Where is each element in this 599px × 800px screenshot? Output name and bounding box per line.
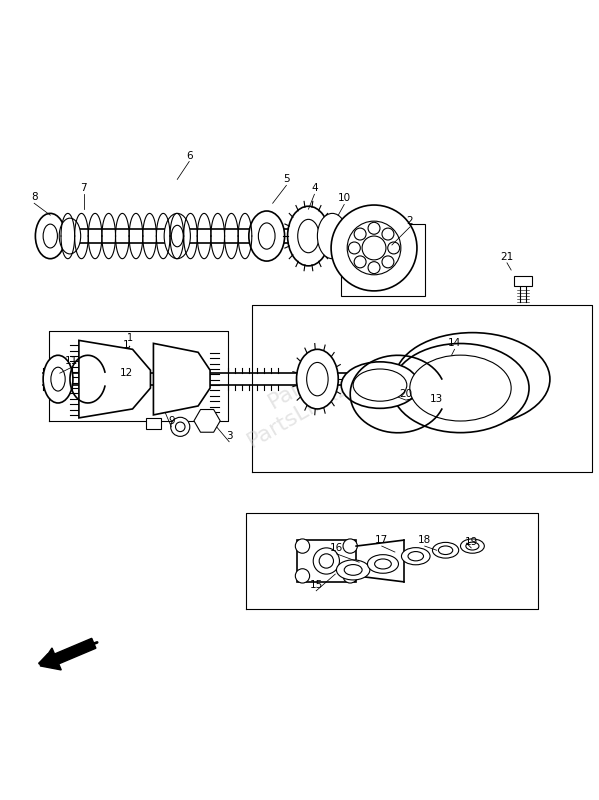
Ellipse shape xyxy=(432,542,459,558)
Ellipse shape xyxy=(317,214,347,258)
Text: 12: 12 xyxy=(120,368,133,378)
Ellipse shape xyxy=(297,350,338,409)
Ellipse shape xyxy=(367,554,398,574)
Text: 8: 8 xyxy=(31,192,38,202)
Text: 11: 11 xyxy=(65,356,78,366)
Circle shape xyxy=(295,569,310,583)
Ellipse shape xyxy=(374,559,391,569)
Polygon shape xyxy=(79,340,150,418)
Text: 15: 15 xyxy=(310,580,323,590)
Ellipse shape xyxy=(298,219,319,253)
Ellipse shape xyxy=(461,539,485,554)
Ellipse shape xyxy=(395,333,550,426)
FancyArrow shape xyxy=(40,638,96,670)
Circle shape xyxy=(295,539,310,554)
Circle shape xyxy=(362,236,386,260)
Ellipse shape xyxy=(51,367,65,391)
Ellipse shape xyxy=(408,551,423,561)
Circle shape xyxy=(347,221,401,274)
Ellipse shape xyxy=(307,362,328,396)
Ellipse shape xyxy=(341,362,419,408)
Circle shape xyxy=(331,205,417,291)
Text: 3: 3 xyxy=(226,430,232,441)
Text: 18: 18 xyxy=(418,535,431,545)
Ellipse shape xyxy=(59,218,81,254)
Circle shape xyxy=(171,418,190,436)
Ellipse shape xyxy=(35,214,65,258)
Text: 17: 17 xyxy=(375,535,388,545)
Ellipse shape xyxy=(392,343,529,433)
Bar xyxy=(297,540,356,582)
Text: 4: 4 xyxy=(311,183,317,194)
Polygon shape xyxy=(194,410,220,432)
Circle shape xyxy=(319,554,334,568)
Circle shape xyxy=(343,569,358,583)
Text: 13: 13 xyxy=(430,394,443,404)
Circle shape xyxy=(313,548,340,574)
Text: 1: 1 xyxy=(123,340,130,350)
Text: 19: 19 xyxy=(465,537,478,547)
Ellipse shape xyxy=(410,355,511,421)
Polygon shape xyxy=(153,343,210,415)
Text: 14: 14 xyxy=(448,338,461,348)
Ellipse shape xyxy=(258,223,275,249)
Ellipse shape xyxy=(249,211,285,261)
Text: 10: 10 xyxy=(338,194,351,203)
Ellipse shape xyxy=(401,548,430,565)
Ellipse shape xyxy=(43,224,58,248)
Circle shape xyxy=(176,422,185,431)
Text: 16: 16 xyxy=(330,543,343,553)
Ellipse shape xyxy=(344,565,362,575)
Text: 6: 6 xyxy=(186,150,192,161)
Ellipse shape xyxy=(353,369,407,401)
Text: 20: 20 xyxy=(399,389,412,399)
Ellipse shape xyxy=(288,206,329,266)
Text: 21: 21 xyxy=(500,252,513,262)
Bar xyxy=(146,418,161,430)
Ellipse shape xyxy=(466,542,479,550)
Ellipse shape xyxy=(171,226,183,246)
Circle shape xyxy=(343,539,358,554)
Text: 7: 7 xyxy=(80,183,87,194)
Ellipse shape xyxy=(438,546,453,554)
Polygon shape xyxy=(341,224,425,296)
Ellipse shape xyxy=(43,355,73,403)
Ellipse shape xyxy=(164,214,190,258)
Text: 1: 1 xyxy=(126,334,132,343)
Text: 5: 5 xyxy=(283,174,290,184)
Text: 9: 9 xyxy=(168,416,175,426)
Text: 2: 2 xyxy=(407,216,413,226)
Bar xyxy=(514,276,532,286)
Text: Parts
PartsLink24: Parts PartsLink24 xyxy=(232,349,367,451)
Ellipse shape xyxy=(337,560,370,580)
